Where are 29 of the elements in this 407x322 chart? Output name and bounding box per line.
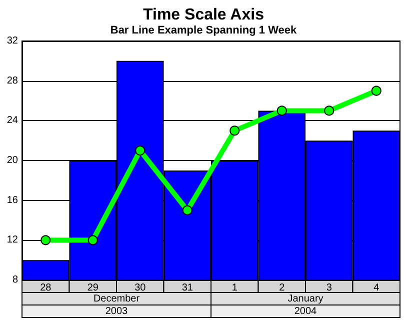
point	[88, 235, 98, 246]
x-tick-label: 30	[134, 282, 146, 294]
y-tick-label: 20	[6, 155, 18, 166]
chart-subtitle: Bar Line Example Spanning 1 Week	[110, 24, 298, 36]
point	[324, 106, 334, 116]
y-tick-label: 28	[6, 75, 18, 86]
x-tick-label: 4	[374, 282, 380, 294]
point	[40, 235, 51, 246]
point	[276, 106, 287, 116]
chart-title: Time Scale Axis	[143, 6, 264, 24]
y-tick-label: 16	[6, 194, 18, 206]
y-tick-label: 24	[6, 115, 18, 126]
text: 2003	[105, 306, 128, 317]
text: January	[288, 293, 324, 304]
x-tick-label: 29	[87, 282, 99, 294]
y-tick-label: 32	[6, 36, 18, 46]
x-tick-label: 1	[232, 282, 238, 294]
point	[135, 146, 146, 156]
point	[230, 126, 240, 136]
text: 2004	[294, 306, 318, 317]
x-tick-label: 2	[279, 282, 286, 294]
point	[371, 86, 382, 96]
text: December	[93, 293, 140, 304]
x-tick-label: 28	[40, 282, 52, 294]
x-tick-label: 31	[182, 282, 194, 294]
y-tick-label: 8	[12, 274, 18, 286]
point	[182, 205, 192, 216]
y-tick-label: 12	[6, 234, 18, 246]
x-tick-label: 3	[326, 282, 332, 294]
